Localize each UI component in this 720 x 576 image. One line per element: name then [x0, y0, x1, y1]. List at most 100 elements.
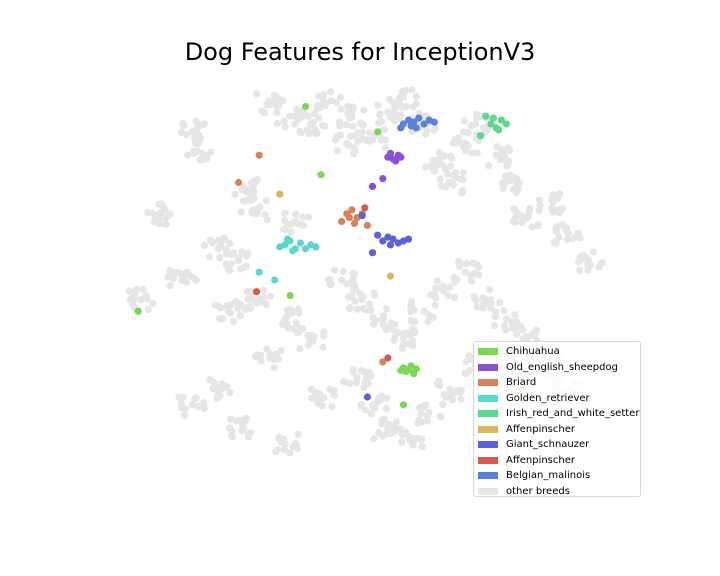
background-point: [306, 334, 314, 343]
background-point: [315, 114, 323, 122]
background-point: [311, 129, 319, 137]
legend-entry: Briard: [474, 375, 640, 391]
data-point-giant-schnauzer: [363, 393, 371, 401]
background-point: [460, 168, 468, 177]
background-point: [304, 341, 312, 349]
background-point: [371, 291, 379, 299]
background-point: [262, 300, 270, 308]
legend-label: Giant_schnauzer: [506, 439, 590, 451]
background-point: [372, 316, 380, 325]
legend-entry: Chihuahua: [474, 344, 640, 360]
background-point: [292, 105, 300, 113]
background-point: [451, 169, 459, 177]
background-point: [292, 319, 300, 327]
background-point: [242, 262, 250, 270]
background-point: [287, 306, 295, 314]
data-point-irish-red-and-white-setter: [489, 114, 498, 122]
background-point: [456, 259, 464, 267]
background-point: [391, 422, 399, 430]
background-point: [462, 260, 470, 268]
background-point: [351, 297, 359, 305]
legend-swatch: [478, 363, 498, 371]
background-point: [269, 355, 277, 363]
background-point: [382, 144, 390, 152]
chart-title: Dog Features for InceptionV3: [184, 38, 536, 66]
background-point: [222, 260, 230, 268]
background-point: [509, 321, 517, 329]
background-point: [273, 108, 281, 117]
data-point-briard: [363, 221, 371, 229]
background-point: [350, 150, 358, 158]
background-point: [503, 146, 511, 154]
background-point: [266, 292, 274, 300]
background-point: [436, 175, 445, 183]
legend-swatch: [478, 456, 498, 464]
background-point: [230, 317, 238, 326]
chart-legend: Chihuahua Old_english_sheepdog Briard Golde…: [473, 341, 641, 497]
background-point: [398, 438, 406, 446]
background-point: [535, 206, 543, 215]
background-point: [350, 104, 358, 112]
legend-entry: Old_english_sheepdog: [474, 360, 640, 376]
background-point: [161, 205, 169, 213]
background-point: [447, 152, 455, 160]
background-point: [192, 276, 200, 284]
data-point-irish-red-and-white-setter: [487, 120, 495, 128]
background-point: [210, 379, 218, 387]
background-point: [479, 294, 487, 302]
background-point: [347, 279, 355, 287]
legend-swatch: [478, 425, 498, 433]
background-point: [497, 146, 505, 154]
background-point: [240, 182, 248, 190]
background-point: [266, 100, 274, 108]
background-point: [280, 226, 289, 234]
background-point: [385, 95, 393, 103]
background-point: [502, 315, 510, 323]
data-point-chihuahua: [374, 128, 382, 136]
data-point-giant-schnauzer: [386, 241, 395, 249]
background-point: [257, 357, 265, 365]
background-point: [429, 313, 437, 321]
background-point: [353, 379, 361, 387]
data-point-affenpinscher: [384, 354, 392, 362]
background-point: [353, 305, 361, 313]
background-point: [216, 384, 224, 392]
background-point: [280, 446, 288, 454]
data-point-giant-schnauzer: [368, 249, 377, 257]
background-point: [391, 333, 399, 341]
legend-entry: Affenpinscher: [474, 422, 640, 438]
background-point: [149, 209, 157, 217]
legend-label: Belgian_malinois: [506, 470, 591, 482]
background-point: [447, 162, 455, 170]
background-point: [352, 286, 360, 295]
background-point: [462, 358, 470, 366]
background-point: [319, 343, 327, 351]
background-point: [226, 309, 235, 317]
legend-swatch: [478, 348, 498, 356]
background-point: [374, 101, 382, 109]
background-point: [374, 119, 383, 127]
background-point: [383, 430, 391, 438]
data-point-briard: [348, 206, 356, 214]
background-point: [370, 402, 378, 410]
background-point: [280, 318, 288, 326]
background-point: [444, 291, 452, 300]
background-point: [179, 393, 187, 401]
background-point: [402, 103, 410, 111]
legend-swatch: [478, 379, 498, 387]
background-point: [139, 285, 147, 293]
background-point: [360, 106, 368, 114]
data-point-irish-red-and-white-setter: [477, 132, 485, 140]
background-point: [275, 102, 283, 110]
legend-entry: Affenpinscher: [474, 453, 640, 469]
background-point: [228, 250, 236, 259]
background-point: [200, 399, 208, 407]
background-point: [466, 366, 474, 374]
background-point: [258, 107, 266, 115]
background-point: [552, 239, 560, 247]
background-point: [429, 156, 437, 164]
background-point: [473, 110, 481, 118]
background-point: [418, 418, 426, 426]
background-point: [503, 162, 511, 170]
background-point: [485, 286, 493, 294]
